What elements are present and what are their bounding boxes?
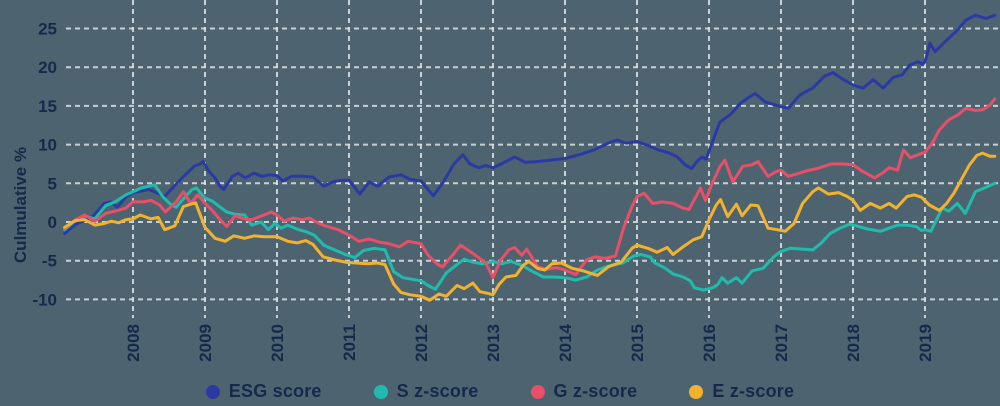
- y-tick-label: 0: [48, 213, 57, 232]
- y-tick-label: 20: [38, 58, 57, 77]
- x-tick-label: 2014: [556, 323, 575, 361]
- series-line-e-z-score: [63, 151, 997, 302]
- chart-legend: ESG score S z-score G z-score E z-score: [0, 381, 1000, 402]
- x-tick-label: 2016: [700, 324, 719, 362]
- gridlines: [66, 0, 1000, 318]
- y-tick-label: 10: [38, 136, 57, 155]
- series-line-esg-score: [63, 13, 997, 236]
- x-tick-label: 2010: [268, 324, 287, 362]
- x-tick-label: 2012: [412, 324, 431, 362]
- y-tick-label: 15: [38, 97, 57, 116]
- legend-label-s-z-score: S z-score: [396, 381, 479, 401]
- g-z-score-swatch-icon: [530, 384, 545, 399]
- legend-label-e-z-score: E z-score: [712, 381, 795, 401]
- legend-item-s-z-score: S z-score: [373, 381, 479, 402]
- s-z-score-swatch-icon: [373, 384, 388, 399]
- x-tick-label: 2017: [772, 324, 791, 362]
- legend-label-g-z-score: G z-score: [553, 381, 638, 401]
- legend-item-g-z-score: G z-score: [530, 381, 638, 402]
- x-tick-label: 2011: [340, 324, 359, 361]
- series-line-s-z-score: [63, 181, 997, 292]
- series-lines: [63, 13, 997, 302]
- legend-label-esg-score: ESG score: [228, 381, 322, 401]
- x-tick-label: 2013: [484, 324, 503, 362]
- e-z-score-swatch-icon: [689, 384, 704, 399]
- y-tick-label: 5: [48, 174, 57, 193]
- legend-item-e-z-score: E z-score: [689, 381, 794, 402]
- series-line-g-z-score: [63, 97, 997, 280]
- y-axis-title: Culmulative %: [11, 147, 30, 263]
- y-tick-label: -10: [32, 290, 57, 309]
- x-tick-label: 2019: [916, 324, 935, 362]
- esg-score-swatch-icon: [205, 384, 220, 399]
- x-tick-label: 2009: [196, 324, 215, 362]
- x-tick-label: 2008: [124, 324, 143, 362]
- legend-item-esg-score: ESG score: [205, 381, 322, 402]
- y-tick-label: 25: [38, 20, 57, 39]
- x-tick-label: 2015: [628, 324, 647, 362]
- x-tick-label: 2018: [844, 324, 863, 362]
- y-tick-label: -5: [42, 252, 57, 271]
